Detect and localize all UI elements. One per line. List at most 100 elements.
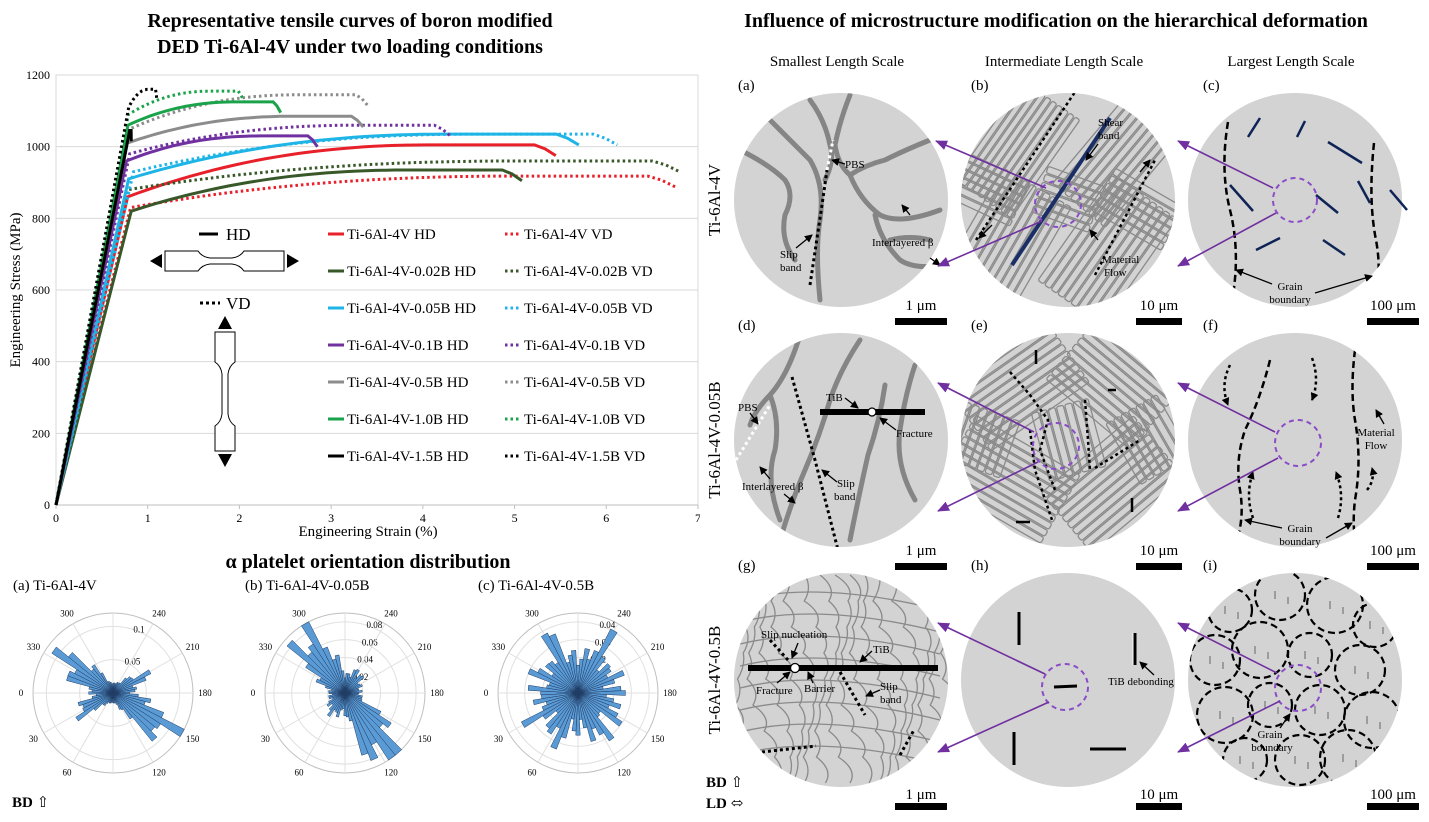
legend-label-7: Ti-6Al-4V-0.1B VD: [524, 338, 645, 354]
tib-label-d: TiB: [826, 392, 843, 404]
y-tick-label: 1000: [26, 140, 50, 154]
panel-label-h: (h): [971, 558, 989, 574]
x-tick-label: 4: [420, 511, 426, 525]
panel-c-circle: [1188, 93, 1407, 307]
hd-label: HD: [226, 225, 251, 244]
polar-angle-label: 180: [430, 688, 444, 698]
fracture-label-d: Fracture: [896, 428, 933, 440]
polar-angle-label: 180: [663, 688, 677, 698]
grain-boundary-label-f2: boundary: [1279, 536, 1321, 548]
x-tick-label: 0: [53, 511, 59, 525]
legend-label-12: Ti-6Al-4V-1.5B HD: [347, 449, 469, 465]
hier-title: Influence of microstructure modification…: [744, 10, 1368, 32]
y-tick-label: 0: [44, 498, 50, 512]
polar-angle-label: 0: [19, 688, 24, 698]
panel-label-d: (d): [738, 318, 756, 334]
polar-title: α platelet orientation distribution: [225, 551, 510, 573]
panel-label-g: (g): [738, 558, 756, 574]
polar-angle-label: 180: [198, 688, 212, 698]
row-label-1: Ti-6Al-4V: [705, 163, 724, 236]
fracture-label-g: Fracture: [756, 685, 793, 697]
x-axis-label: Engineering Strain (%): [298, 524, 437, 540]
tib-label-g: TiB: [873, 644, 890, 656]
polar-angle-label: 60: [528, 768, 538, 778]
col-title-intermediate: Intermediate Length Scale: [985, 54, 1144, 70]
panel-b-circle: [943, 81, 1185, 326]
legend-label-3: Ti-6Al-4V-0.02B VD: [524, 264, 653, 280]
legend-label-2: Ti-6Al-4V-0.02B HD: [347, 264, 476, 280]
panel-label-e: (e): [971, 318, 988, 334]
polar-angle-label: 120: [617, 768, 631, 778]
polar-angle-label: 300: [60, 608, 74, 618]
legend-label-6: Ti-6Al-4V-0.1B HD: [347, 338, 469, 354]
shear-label-b: Shear: [1098, 117, 1123, 129]
panel-g-circle: [730, 573, 987, 787]
shear-label-b2: band: [1098, 130, 1120, 142]
y-tick-label: 400: [32, 355, 50, 369]
scale-label-f: 100 μm: [1370, 543, 1416, 559]
row-label-3: Ti-6Al-4V-0.5B: [705, 626, 724, 735]
legend-label-11: Ti-6Al-4V-1.0B VD: [524, 412, 645, 428]
legend-label-13: Ti-6Al-4V-1.5B VD: [524, 449, 645, 465]
polar-plot-label: (c) Ti-6Al-4V-0.5B: [478, 578, 594, 594]
y-tick-label: 800: [32, 211, 50, 225]
material-flow-label-b2: Flow: [1104, 267, 1127, 279]
polar-bar: [52, 647, 113, 693]
tensile-title-line1: Representative tensile curves of boron m…: [147, 10, 552, 32]
slip-band-label-d: Slip: [837, 478, 855, 490]
scale-label-b: 10 μm: [1140, 298, 1179, 314]
grain-boundary-label-i2: boundary: [1251, 742, 1293, 754]
panel-label-c: (c): [1203, 78, 1220, 94]
polar-angle-label: 240: [152, 608, 166, 618]
legend-label-1: Ti-6Al-4V VD: [524, 227, 613, 243]
polar-plot-label: (b) Ti-6Al-4V-0.05B: [245, 578, 369, 594]
legend-label-4: Ti-6Al-4V-0.05B HD: [347, 301, 476, 317]
polar-angle-label: 150: [186, 734, 200, 744]
panel-label-b: (b): [971, 78, 989, 94]
legend: Ti-6Al-4V HD Ti-6Al-4V VDTi-6Al-4V-0.02B …: [328, 227, 653, 465]
series-line-4: [56, 134, 579, 505]
tensile-chart: Representative tensile curves of boron m…: [0, 0, 700, 545]
x-tick-label: 6: [603, 511, 609, 525]
panel-d-circle: [734, 333, 948, 550]
series-line-0: [56, 145, 556, 505]
polar-angle-label: 0: [251, 688, 256, 698]
slip-band-label-a2: band: [780, 262, 802, 274]
polar-angle-label: 30: [29, 734, 39, 744]
hd-specimen-icon: [150, 251, 299, 271]
col-title-largest: Largest Length Scale: [1227, 54, 1355, 70]
panel-i-circle: [1188, 570, 1402, 787]
scale-label-i: 100 μm: [1370, 787, 1416, 803]
polar-angle-label: 330: [259, 642, 273, 652]
legend-label-8: Ti-6Al-4V-0.5B HD: [347, 375, 469, 391]
panel-label-i: (i): [1203, 558, 1217, 574]
grain-boundary-label-c2: boundary: [1269, 294, 1311, 306]
legend-label-10: Ti-6Al-4V-1.0B HD: [347, 412, 469, 428]
hierarchical-section: Influence of microstructure modification…: [700, 0, 1429, 822]
polar-angle-label: 120: [152, 768, 166, 778]
scale-label-h: 10 μm: [1140, 787, 1179, 803]
polar-section: α platelet orientation distribution (a) …: [0, 545, 700, 822]
interlayered-label-d: Interlayered β: [742, 481, 804, 493]
col-title-smallest: Smallest Length Scale: [770, 54, 904, 70]
polar-angle-label: 60: [63, 768, 73, 778]
slip-band-label-g2: band: [880, 694, 902, 706]
polar-angle-label: 330: [27, 642, 41, 652]
hier-ld-label: LD ⬄: [706, 796, 743, 812]
polar-ring-label: 0.1: [133, 624, 144, 634]
y-tick-label: 200: [32, 426, 50, 440]
legend-label-5: Ti-6Al-4V-0.05B VD: [524, 301, 653, 317]
slip-band-label-g: Slip: [880, 681, 898, 693]
material-flow-label-f: Material: [1357, 427, 1394, 439]
polar-angle-label: 210: [186, 642, 200, 652]
x-tick-label: 3: [328, 511, 334, 525]
polar-angle-label: 150: [651, 734, 665, 744]
material-flow-label-b: Material: [1102, 254, 1139, 266]
pbs-label-a: PBS: [845, 159, 865, 171]
scale-label-g: 1 μm: [906, 787, 937, 803]
interlayered-label-a: Interlayered β: [872, 237, 934, 249]
polar-angle-label: 240: [384, 608, 398, 618]
x-tick-label: 1: [145, 511, 151, 525]
panel-label-a: (a): [738, 78, 755, 94]
scale-label-d: 1 μm: [906, 543, 937, 559]
